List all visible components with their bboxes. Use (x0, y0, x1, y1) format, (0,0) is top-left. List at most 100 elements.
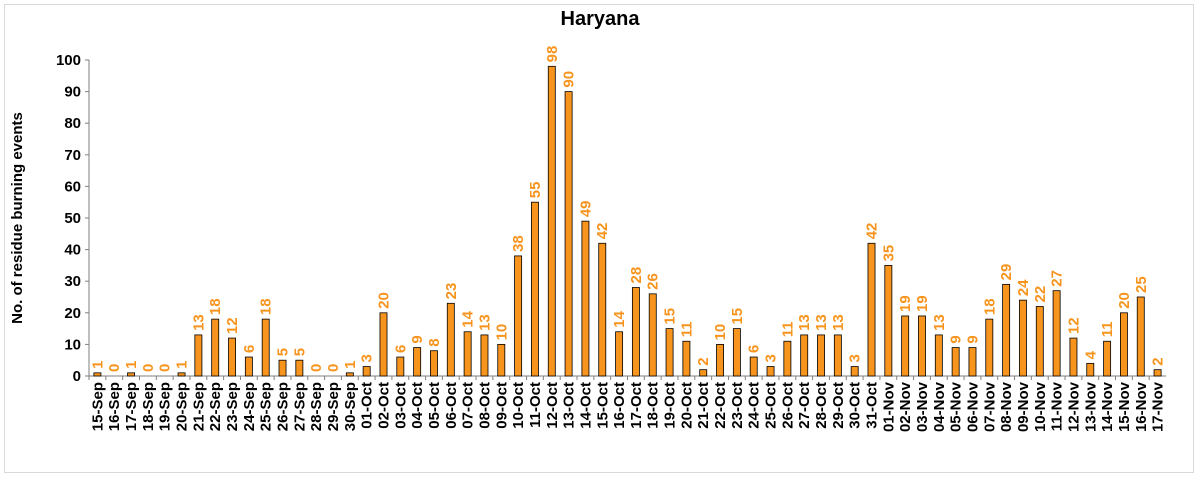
y-tick-label: 30 (64, 273, 81, 290)
bar (766, 366, 775, 377)
data-label: 1 (89, 360, 106, 368)
chart-frame (4, 4, 1194, 473)
bar (934, 334, 943, 377)
x-tick-label: 05-Nov (948, 381, 965, 432)
bar (901, 315, 910, 377)
bar (396, 356, 405, 377)
x-tick-label: 07-Oct (460, 382, 477, 429)
data-label: 1 (174, 360, 191, 368)
data-label: 25 (1133, 276, 1150, 293)
x-tick-label: 30-Sep (342, 382, 359, 431)
x-tick-label: 19-Sep (157, 382, 174, 431)
x-tick-label: 17-Oct (628, 382, 645, 429)
bar (699, 369, 708, 377)
bar (749, 356, 758, 377)
bar (295, 359, 304, 377)
x-tick-label: 11-Oct (527, 382, 544, 428)
bar (345, 372, 354, 377)
data-label: 0 (140, 364, 157, 372)
bar (800, 334, 809, 377)
bar (665, 328, 674, 377)
data-label: 19 (914, 295, 931, 312)
x-tick-label: 26-Sep (275, 382, 292, 431)
bar (1035, 306, 1044, 377)
x-tick-label: 01-Nov (880, 381, 897, 432)
bar (1052, 290, 1061, 377)
data-label: 13 (190, 314, 207, 331)
data-label: 9 (409, 335, 426, 343)
bar (1086, 362, 1095, 377)
data-label: 0 (106, 364, 123, 372)
x-tick-label: 11-Nov (1049, 381, 1066, 431)
x-tick-label: 06-Oct (443, 382, 460, 429)
data-label: 2 (695, 357, 712, 365)
bar (379, 312, 388, 377)
data-label: 38 (510, 235, 527, 252)
bar (951, 347, 960, 377)
x-tick-label: 27-Sep (291, 382, 308, 431)
x-tick-label: 21-Sep (190, 382, 207, 431)
data-label: 11 (678, 321, 695, 337)
x-tick-label: 02-Nov (897, 381, 914, 432)
data-label: 0 (325, 364, 342, 372)
data-label: 35 (880, 245, 897, 262)
x-tick-label: 16-Oct (611, 382, 628, 429)
data-label: 13 (796, 314, 813, 331)
bar (362, 366, 371, 377)
data-label: 15 (729, 308, 746, 325)
x-tick-label: 04-Oct (409, 382, 426, 429)
data-label: 26 (645, 273, 662, 290)
x-tick-label: 12-Oct (544, 382, 561, 429)
data-label: 10 (493, 324, 510, 341)
x-tick-label: 08-Nov (998, 381, 1015, 432)
bar (1069, 337, 1078, 377)
data-label: 6 (746, 345, 763, 353)
data-label: 10 (712, 324, 729, 341)
x-tick-label: 09-Nov (1015, 381, 1032, 432)
bar (1002, 283, 1011, 377)
x-tick-label: 01-Oct (359, 382, 376, 429)
x-tick-label: 27-Oct (796, 382, 813, 429)
bar (211, 318, 220, 377)
y-axis-title: No. of residue burning events (9, 112, 26, 324)
x-tick-label: 13-Nov (1082, 381, 1099, 432)
data-label: 14 (611, 310, 628, 327)
bar (177, 372, 186, 377)
x-tick-label: 03-Nov (914, 381, 931, 432)
bar (1119, 312, 1128, 377)
x-tick-label: 03-Oct (392, 382, 409, 429)
x-tick-label: 13-Oct (561, 382, 578, 429)
bar (93, 372, 102, 377)
x-tick-label: 20-Oct (678, 382, 695, 429)
y-tick-label: 10 (64, 336, 81, 353)
bar (817, 334, 825, 377)
data-label: 1 (342, 360, 359, 368)
data-label: 98 (544, 46, 561, 63)
bar (463, 331, 472, 377)
data-label: 55 (527, 182, 544, 199)
bar (884, 264, 893, 377)
data-label: 13 (476, 314, 493, 331)
x-tick-label: 16-Sep (106, 382, 123, 431)
x-tick-label: 26-Oct (779, 382, 796, 429)
x-tick-label: 22-Sep (207, 382, 224, 431)
bar (480, 334, 489, 377)
y-tick-label: 60 (64, 178, 81, 195)
data-label: 0 (308, 364, 325, 372)
data-label: 20 (1116, 292, 1133, 309)
bar (514, 255, 523, 377)
data-label: 14 (460, 310, 477, 327)
x-tick-label: 24-Sep (241, 382, 258, 431)
bar (278, 359, 287, 377)
bar (413, 347, 422, 377)
data-label: 28 (628, 267, 645, 284)
x-tick-label: 10-Nov (1032, 381, 1049, 432)
bar (581, 220, 590, 377)
data-label: 5 (275, 348, 292, 356)
x-tick-label: 02-Oct (375, 382, 392, 429)
bar (127, 372, 136, 377)
bar (1019, 299, 1027, 377)
bar (918, 315, 926, 377)
data-label: 1 (123, 360, 140, 368)
y-tick-label: 50 (64, 210, 81, 227)
